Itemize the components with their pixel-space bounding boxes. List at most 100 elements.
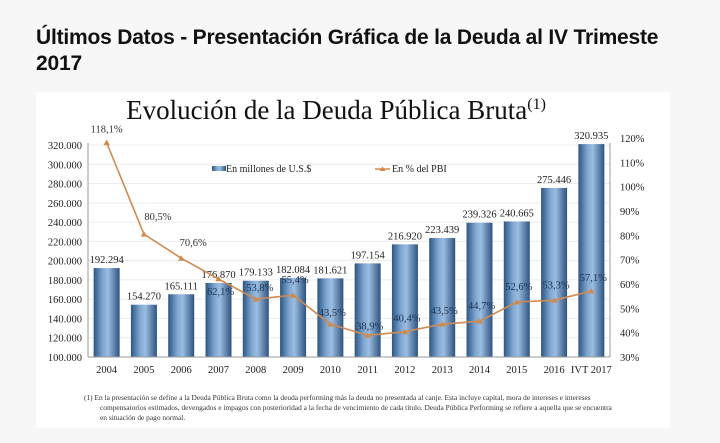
footnote-line: compensatorios estimados, devengados e i… [100, 403, 613, 412]
bar [503, 221, 530, 357]
right-tick-label: 100% [620, 183, 645, 194]
bar-value-label: 165.111 [165, 281, 198, 292]
bar-value-label: 154.270 [127, 292, 161, 303]
x-tick-label: 2006 [171, 365, 192, 376]
right-tick-label: 70% [620, 256, 640, 267]
line-value-label: 44,7% [468, 301, 495, 312]
line-marker [252, 296, 259, 302]
footnote: (1) En la presentación se define a la De… [84, 393, 613, 422]
legend-line-marker [379, 166, 386, 171]
debt-chart: Evolución de la Deuda Pública Bruta(1) 1… [48, 95, 645, 422]
line-marker [327, 321, 334, 327]
x-tick-label: 2010 [320, 365, 341, 376]
bar [466, 222, 493, 357]
line-value-label: 43,5% [319, 308, 346, 319]
chart-title: Evolución de la Deuda Pública Bruta(1) [126, 95, 546, 125]
bar-value-label: 181.621 [313, 265, 347, 276]
line-value-label: 118,1% [91, 125, 123, 136]
bar [354, 263, 381, 357]
line-value-label: 43,5% [431, 306, 458, 317]
right-tick-label: 30% [620, 353, 640, 364]
right-tick-label: 90% [620, 207, 640, 218]
line-marker [550, 297, 558, 303]
bar-series [93, 144, 605, 357]
x-tick-label: 2005 [133, 365, 154, 376]
left-tick-label: 180.000 [48, 276, 82, 287]
line-value-label: 80,5% [144, 212, 171, 223]
x-tick-label: 2008 [245, 365, 266, 376]
line-marker [289, 292, 297, 298]
x-tick-label: 2012 [394, 365, 415, 376]
line-marker [588, 288, 595, 294]
bar [391, 244, 418, 357]
bar [280, 277, 307, 357]
x-axis-ticks: 2004 2005 2006 2007 2008 2009 2010 2011 2012 2013… [96, 365, 612, 376]
x-tick-label: 2015 [506, 365, 527, 376]
left-axis-ticks: 100.000 120.000 140.000 160.000 180.000 200.0… [48, 141, 82, 364]
line-marker [476, 318, 483, 324]
x-tick-label: 2011 [357, 365, 378, 376]
bar-value-label: 320.935 [574, 131, 608, 142]
left-tick-label: 320.000 [48, 141, 82, 152]
chart-title-text: Evolución de la Deuda Pública Bruta [126, 95, 527, 125]
x-tick-label: 2013 [432, 365, 453, 376]
bar [205, 282, 232, 357]
bar-value-label: 179.133 [239, 268, 273, 279]
left-tick-label: 140.000 [48, 314, 82, 325]
footnote-line: en situación de pago normal. [100, 413, 185, 422]
line-value-label: 55,4% [282, 275, 309, 286]
footnote-line: (1) En la presentación se define a la De… [84, 393, 591, 402]
bar [168, 294, 195, 357]
line-labels: 118,1% 80,5% 70,6% 62,1% 53,8% 55,4% 43,5% 38,9… [91, 125, 608, 333]
gridlines [88, 144, 610, 358]
bar [93, 268, 120, 357]
legend-line-label: En % del PBI [392, 164, 447, 175]
left-tick-label: 280.000 [48, 180, 82, 191]
chart-card: Evolución de la Deuda Pública Bruta(1) 1… [36, 92, 670, 428]
right-tick-label: 110% [620, 158, 644, 169]
bar-value-label: 240.665 [500, 208, 534, 219]
line-marker [178, 255, 185, 261]
bar [578, 144, 605, 357]
axes [87, 143, 611, 358]
left-tick-label: 220.000 [48, 237, 82, 248]
left-tick-label: 120.000 [48, 334, 82, 345]
left-tick-label: 200.000 [48, 257, 82, 268]
x-tick-label: IVT 2017 [571, 365, 612, 376]
right-tick-label: 50% [620, 304, 640, 315]
line-path [105, 142, 592, 337]
line-value-label: 53,8% [246, 283, 273, 294]
right-tick-label: 80% [620, 231, 640, 242]
line-marker [215, 275, 222, 282]
legend-bar-label: En millones de U.S.$ [226, 164, 311, 175]
line-value-label: 57,1% [580, 273, 607, 284]
page-title: Últimos Datos - Presentación Gráfica de … [36, 26, 659, 75]
line-marker [364, 332, 371, 338]
line-marker [140, 231, 148, 237]
bar-value-label: 239.326 [462, 210, 496, 221]
x-tick-label: 2007 [208, 365, 229, 376]
line-marker [401, 328, 409, 335]
line-marker [513, 299, 520, 305]
left-tick-label: 160.000 [48, 295, 82, 306]
right-tick-label: 120% [620, 134, 645, 145]
bar-value-label: 176.870 [201, 270, 235, 281]
line-marker [103, 139, 110, 146]
bar-value-label: 275.446 [537, 175, 571, 186]
bar [541, 187, 568, 357]
bar [242, 280, 269, 357]
legend: En millones de U.S.$ En % del PBI [212, 164, 447, 175]
bar [130, 304, 157, 357]
line-value-label: 70,6% [180, 238, 207, 249]
left-tick-label: 300.000 [48, 160, 82, 171]
line-value-label: 38,9% [356, 321, 383, 332]
line-series [103, 139, 595, 338]
bar-value-label: 182.084 [276, 265, 311, 276]
bar-value-label: 216.920 [388, 231, 422, 242]
line-marker [439, 321, 446, 327]
bar [429, 238, 456, 357]
line-value-label: 52,6% [505, 282, 532, 293]
line-value-label: 62,1% [207, 287, 234, 298]
bar-value-label: 197.154 [351, 250, 386, 261]
